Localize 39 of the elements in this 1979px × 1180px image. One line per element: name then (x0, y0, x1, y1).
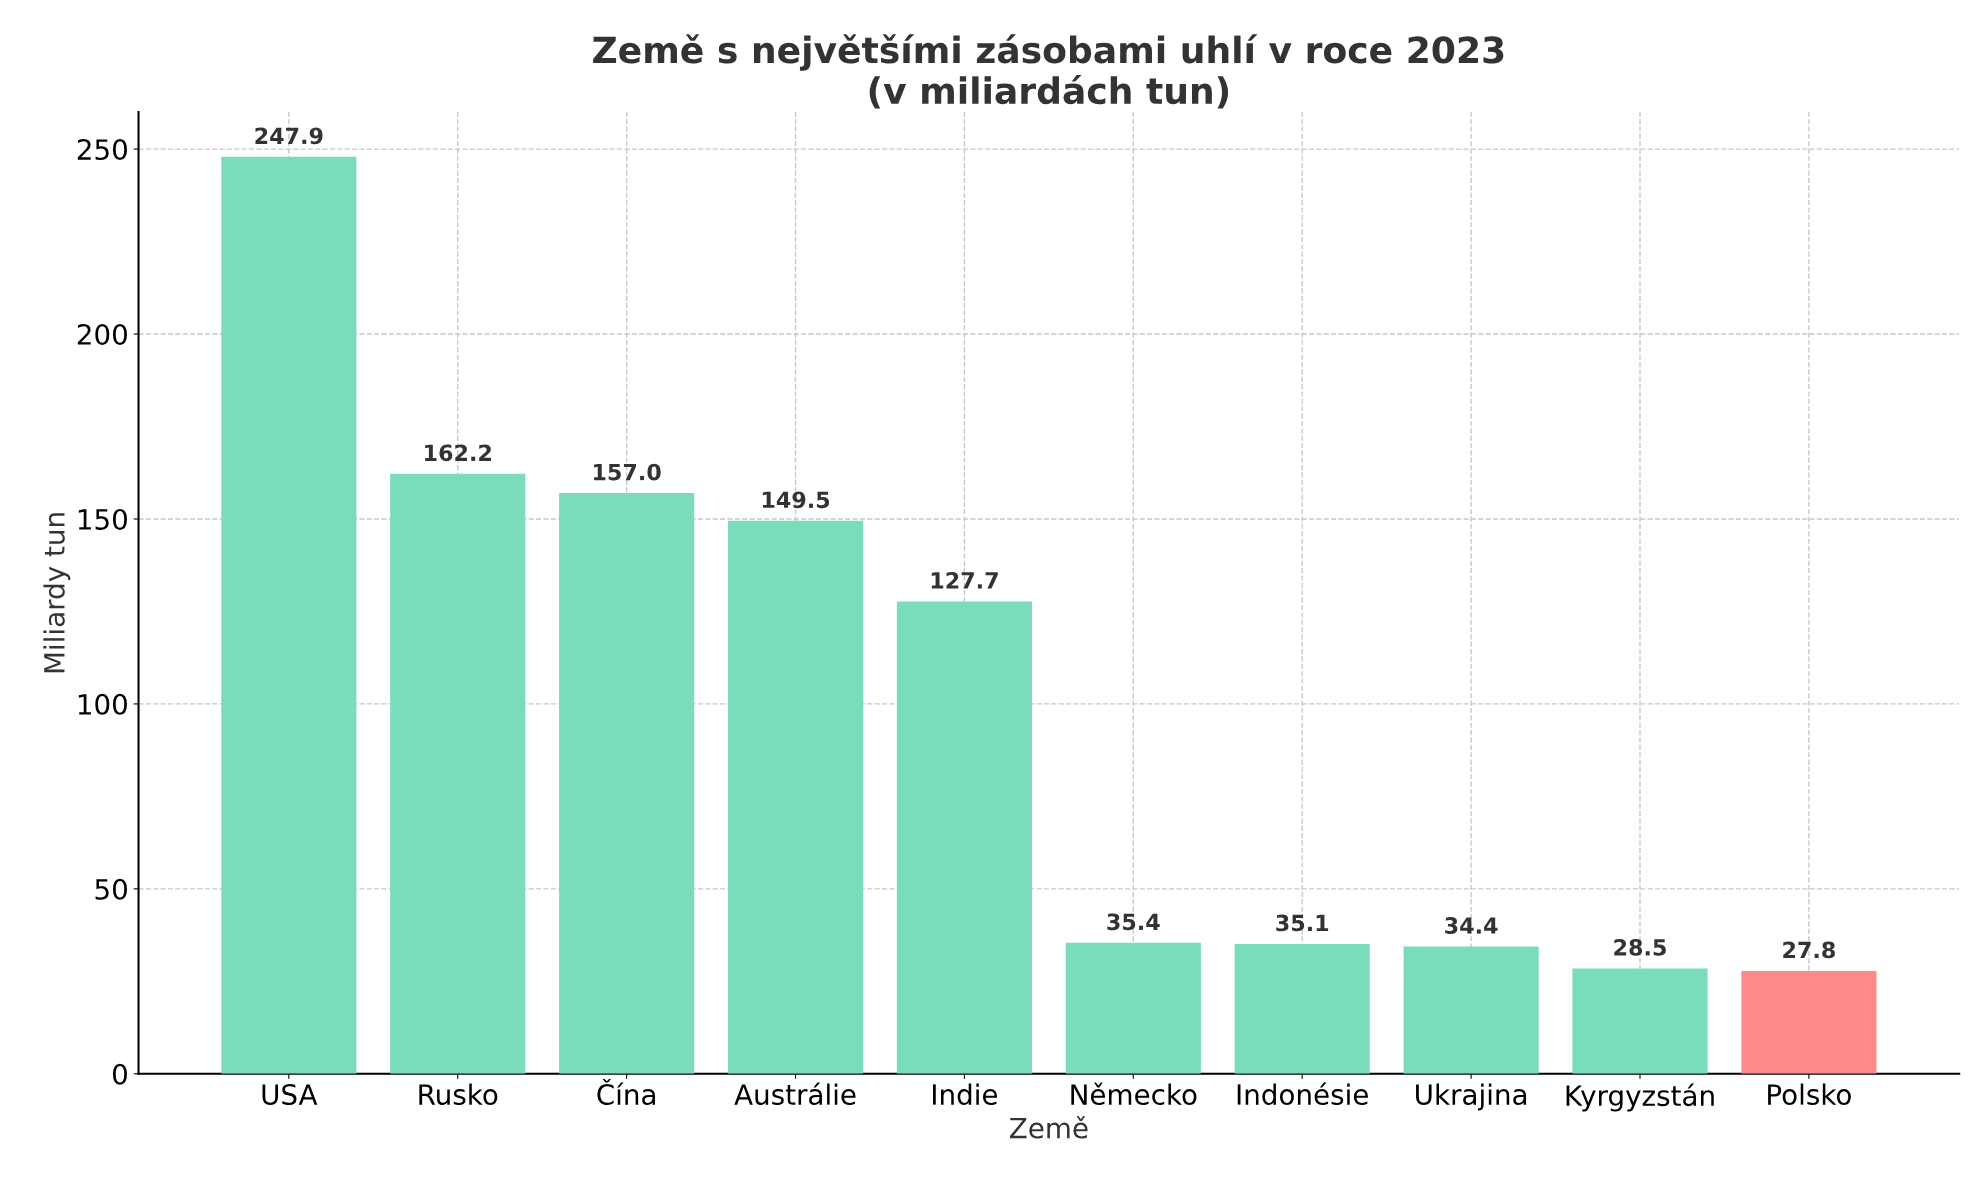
x-axis-title: Země (1009, 1115, 1088, 1139)
x-tick-label: Austrálie (734, 1082, 856, 1106)
bar (559, 493, 695, 1074)
x-tick-label: USA (262, 1084, 318, 1106)
data-label: 157.0 (594, 463, 661, 481)
x-tick-label: Ukrajina (1416, 1083, 1527, 1111)
x-tick-label: Indonésie (1237, 1082, 1368, 1106)
x-tick-label: Čína (597, 1078, 655, 1106)
bar (390, 473, 526, 1074)
data-label: 35.1 (1276, 914, 1329, 932)
bar (1572, 968, 1708, 1074)
y-axis-title: Miliardy tun (43, 513, 71, 673)
x-tick-label: Kyrgyzstán (1566, 1083, 1714, 1112)
data-label: 27.8 (1783, 941, 1835, 959)
x-tick-label: Indie (933, 1083, 998, 1106)
y-tick-label: 0 (112, 1063, 127, 1085)
data-label: 34.4 (1445, 917, 1498, 934)
data-label: 149.5 (762, 491, 830, 509)
y-tick-label: 150 (78, 508, 127, 530)
y-tick-label: 50 (95, 878, 127, 900)
x-tick-label: Polsko (1768, 1083, 1851, 1106)
bar (1065, 942, 1201, 1074)
bar (896, 601, 1032, 1074)
bar (727, 520, 864, 1074)
bar (1741, 970, 1877, 1074)
bar (221, 156, 357, 1074)
bar (1403, 946, 1539, 1074)
x-tick-label: Rusko (419, 1083, 498, 1106)
data-label: 28.5 (1614, 938, 1666, 956)
data-label: 35.4 (1107, 913, 1160, 931)
y-tick-label: 250 (77, 139, 127, 161)
bar (1234, 943, 1370, 1074)
data-label: 247.9 (255, 127, 323, 145)
chart-title: Země s největšími zásobami uhlí v roce 2023 (v miliardách tun) (593, 34, 1504, 109)
data-label: 127.7 (931, 572, 998, 589)
x-tick-label: Německo (1071, 1082, 1197, 1106)
y-tick-label: 200 (77, 323, 127, 345)
data-label: 162.2 (425, 444, 491, 462)
y-tick-label: 100 (78, 693, 127, 715)
